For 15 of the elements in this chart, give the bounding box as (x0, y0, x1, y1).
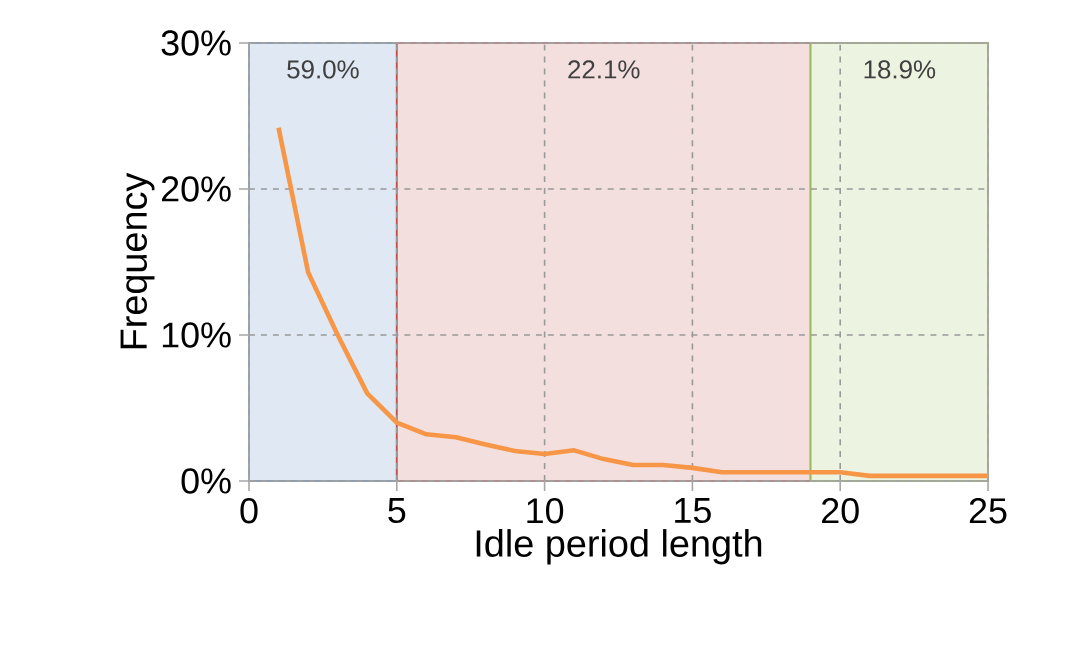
x-tick-label: 10 (527, 498, 564, 524)
x-tick-label: 25 (969, 498, 1007, 524)
y-tick-label: 0% (181, 468, 231, 494)
x-axis-title: Idle period length (476, 529, 762, 565)
band-label: 59.0% (287, 60, 359, 79)
x-tick-label: 15 (675, 498, 711, 524)
band-label: 18.9% (864, 60, 936, 79)
x-tick-label: 20 (822, 498, 859, 524)
y-axis-title: Frequency (120, 172, 155, 349)
y-tick-label: 20% (161, 176, 231, 202)
y-tick-label: 10% (162, 322, 231, 348)
band-label: 22.1% (568, 60, 640, 79)
y-tick-label: 30% (161, 30, 231, 56)
x-tick-label: 0 (240, 498, 258, 524)
x-tick-label: 5 (388, 498, 406, 524)
